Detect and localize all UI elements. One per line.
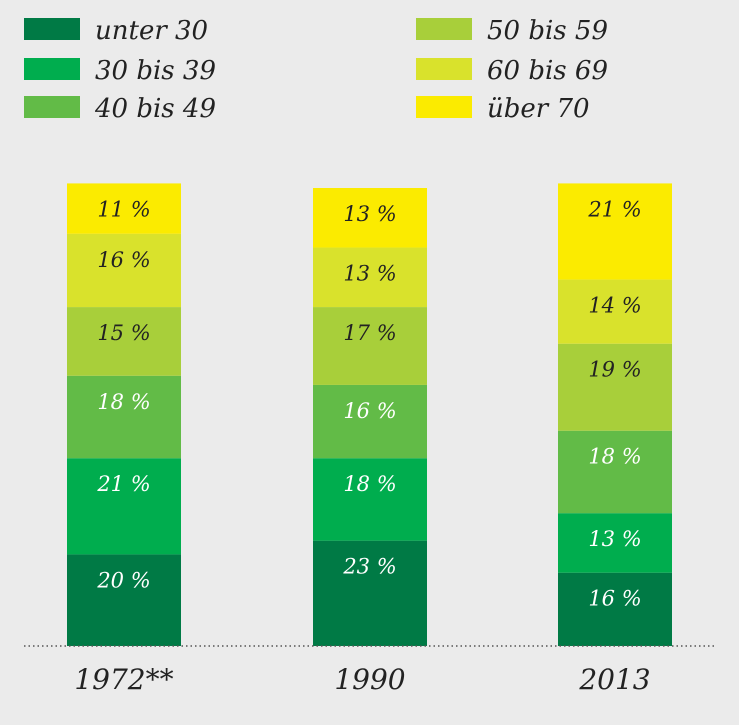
bar-segment-2-3 [558,343,672,431]
legend-swatch-series-5 [416,96,472,118]
data-label-1-4: 13 % [343,262,396,286]
data-label-1-1: 18 % [343,472,396,496]
bar-segment-0-1 [67,458,181,555]
data-label-1-2: 16 % [343,399,396,423]
bar-segment-1-1 [313,458,427,541]
bar-segment-0-2 [67,375,181,459]
bar-segment-2-5 [558,183,672,280]
data-label-0-4: 16 % [97,248,150,272]
data-label-0-3: 15 % [97,321,150,345]
data-label-0-0: 20 % [96,568,150,592]
data-label-1-3: 17 % [343,321,396,345]
bar-segment-1-3 [313,307,427,385]
category-label-0: 1972** [74,663,173,696]
bar-segment-1-4 [313,247,427,308]
bar-segment-0-5 [67,183,181,234]
legend-label-series-0: unter 30 [95,16,208,46]
bar-segment-0-4 [67,233,181,308]
legend-label-series-1: 30 bis 39 [95,56,216,86]
bar-segment-1-0 [313,540,427,646]
data-label-2-4: 14 % [588,294,641,318]
data-label-1-5: 13 % [343,202,396,226]
legend-swatch-series-1 [24,58,80,80]
data-label-0-1: 21 % [96,472,150,496]
legend-label-series-2: 40 bis 49 [94,94,216,124]
legend: unter 30 30 bis 39 40 bis 49 50 bis 59 60 bi… [24,16,608,124]
bar-segment-2-2 [558,430,672,514]
data-label-2-1: 13 % [588,527,641,551]
data-label-0-5: 11 % [97,197,150,221]
category-label-2: 2013 [578,663,650,696]
legend-swatch-series-3 [416,18,472,40]
bar-segment-0-3 [67,307,181,376]
legend-label-series-5: über 70 [487,94,590,124]
data-label-2-2: 18 % [588,445,641,469]
legend-label-series-4: 60 bis 69 [487,56,608,86]
category-labels: 1972** 1990 2013 [74,663,650,696]
bar-segment-1-5 [313,188,427,248]
data-label-2-3: 19 % [588,358,641,382]
bar-segment-0-0 [67,554,181,646]
data-label-2-0: 16 % [588,587,641,611]
data-label-2-5: 21 % [587,197,641,221]
bar-segment-2-4 [558,279,672,344]
data-label-0-2: 18 % [97,390,150,414]
legend-swatch-series-0 [24,18,80,40]
data-label-1-0: 23 % [342,555,396,579]
legend-swatch-series-4 [416,58,472,80]
legend-label-series-3: 50 bis 59 [487,16,608,46]
bar-segment-2-1 [558,513,672,573]
bar-segment-2-0 [558,572,672,646]
bar-segment-1-2 [313,384,427,459]
category-label-1: 1990 [334,663,405,696]
legend-swatch-series-2 [24,96,80,118]
bars: 20 % 21 % 18 % 15 % 16 % 11 % 23 % 18 % 16 % 17 %… [67,183,672,646]
